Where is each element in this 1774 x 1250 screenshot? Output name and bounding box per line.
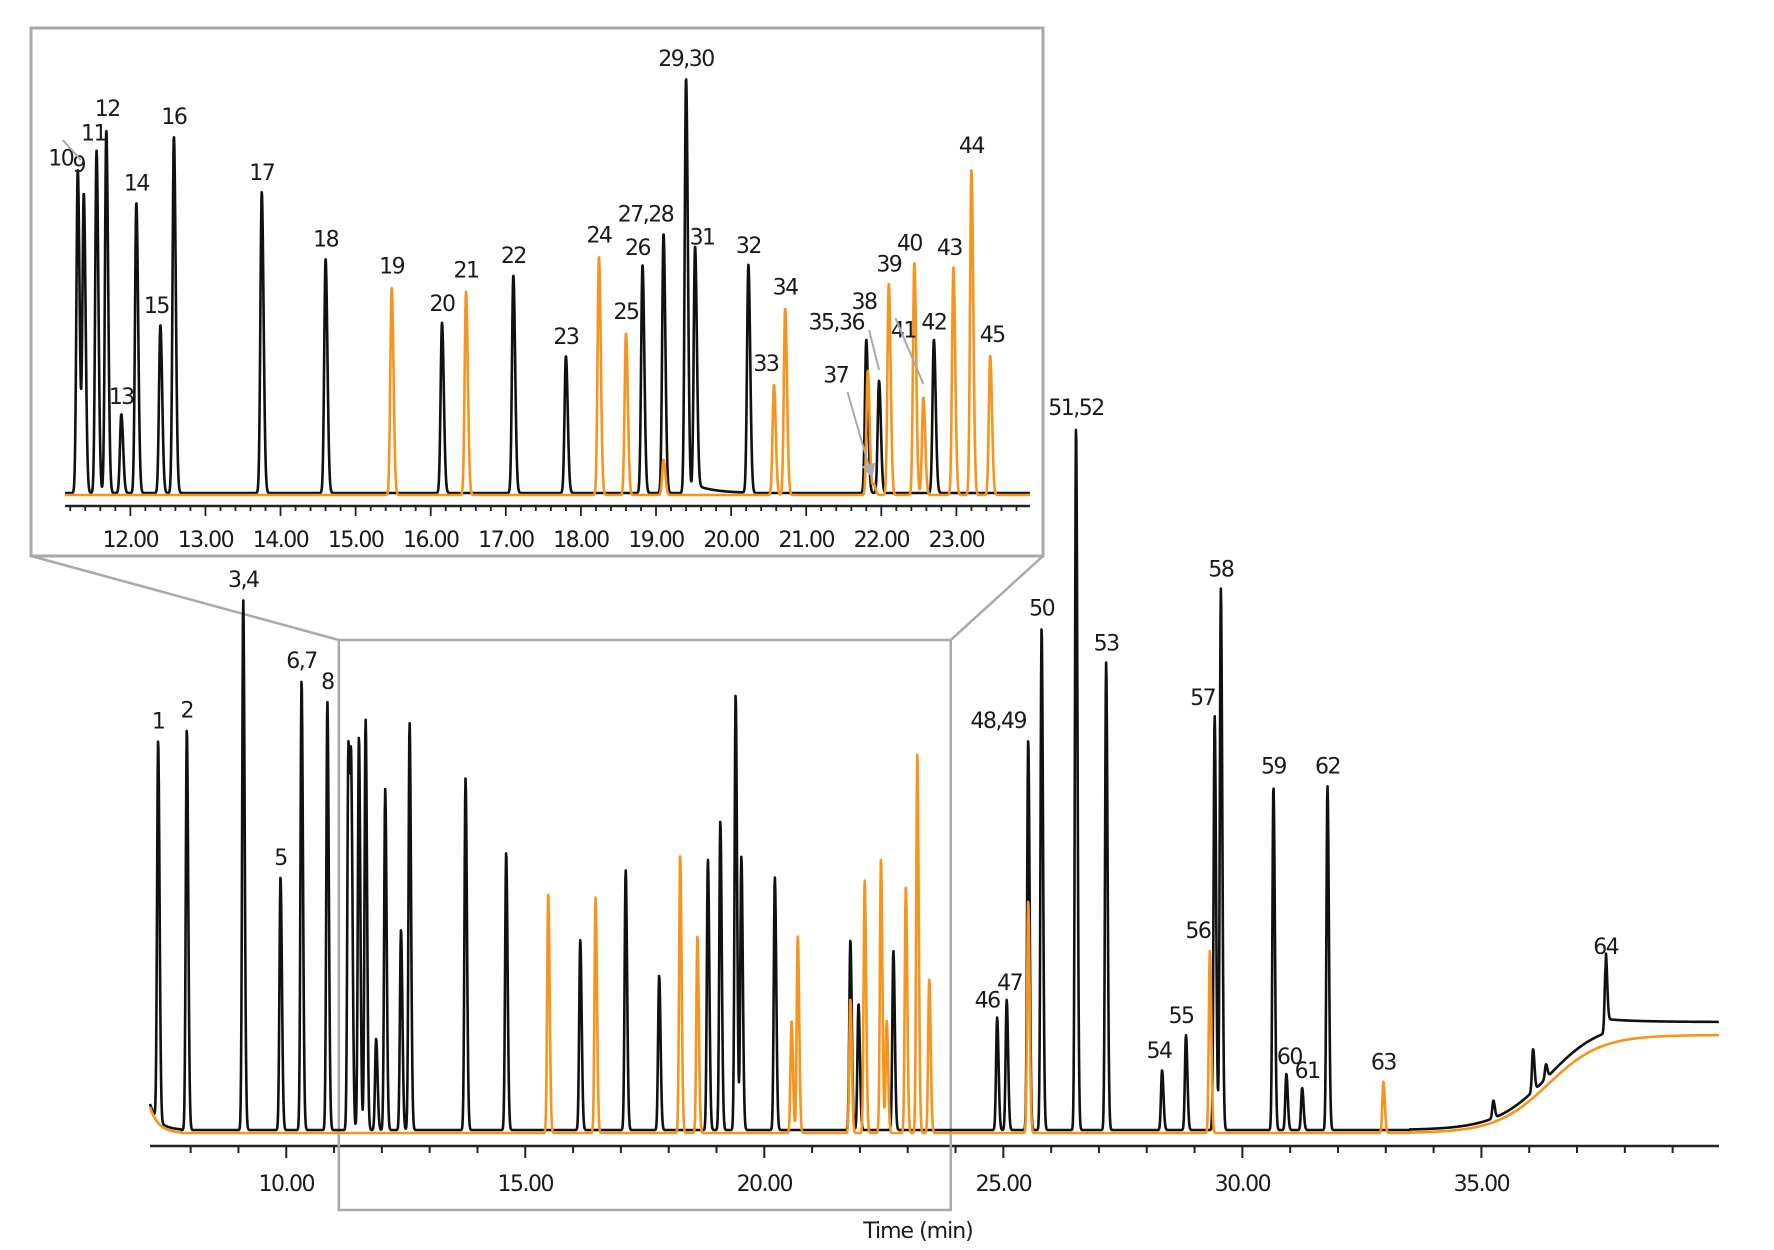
inset-peak-label: 17 xyxy=(249,161,274,186)
main-tick-label: 35.00 xyxy=(1454,1172,1510,1197)
inset-tick-label: 12.00 xyxy=(103,528,159,553)
inset-peak-label: 14 xyxy=(124,172,149,197)
inset-peak-label: 34 xyxy=(773,275,798,300)
main-peak-label: 54 xyxy=(1147,1039,1172,1064)
main-peak-label: 53 xyxy=(1094,632,1119,657)
main-peak-label: 55 xyxy=(1168,1004,1193,1029)
main-peak-label: 48,49 xyxy=(970,709,1026,734)
inset-peak-label: 44 xyxy=(959,134,984,159)
leader-line-10 xyxy=(62,139,82,161)
inset-peak-label: 10 xyxy=(48,146,73,171)
main-peak-label: 63 xyxy=(1371,1051,1396,1076)
inset-tick-label: 22.00 xyxy=(854,528,910,553)
inset-peak-label: 31 xyxy=(690,225,715,250)
inset-peak-label: 11 xyxy=(81,122,106,147)
inset-peak-label: 43 xyxy=(937,236,962,261)
main-peak-label: 47 xyxy=(997,971,1022,996)
inset-frame xyxy=(29,26,1045,558)
main-peak-label: 6,7 xyxy=(286,649,317,674)
leader-arrow-37 xyxy=(846,391,874,479)
inset-peak-label: 25 xyxy=(613,300,638,325)
main-peak-label: 59 xyxy=(1261,755,1286,780)
inset-tick-label: 17.00 xyxy=(478,528,534,553)
callout-line-left xyxy=(30,554,340,642)
inset-peak-label: 9 xyxy=(73,153,86,178)
main-peak-label: 56 xyxy=(1185,919,1210,944)
main-peak-label: 64 xyxy=(1593,935,1618,960)
inset-tick-label: 15.00 xyxy=(328,528,384,553)
zoom-window-box xyxy=(337,638,953,1212)
inset-tick-label: 20.00 xyxy=(703,528,759,553)
inset-peak-label: 29,30 xyxy=(658,47,714,72)
main-tick-label: 15.00 xyxy=(498,1172,554,1197)
main-peak-label: 61 xyxy=(1295,1059,1320,1084)
inset-peak-label: 12 xyxy=(95,97,120,122)
callout-line-right xyxy=(949,555,1044,641)
inset-tick-label: 13.00 xyxy=(178,528,234,553)
main-peak-label: 8 xyxy=(321,670,334,695)
inset-peak-label: 21 xyxy=(454,259,479,284)
main-peak-label: 50 xyxy=(1029,596,1054,621)
main-traces xyxy=(148,428,1720,1135)
main-peak-label: 62 xyxy=(1315,755,1340,780)
main-tick-label: 10.00 xyxy=(259,1172,315,1197)
inset-peak-label: 15 xyxy=(144,294,169,319)
inset-peak-label: 45 xyxy=(980,323,1005,348)
inset-peak-label: 37 xyxy=(823,364,848,389)
inset-peak-label: 32 xyxy=(736,234,761,259)
main-peak-label: 57 xyxy=(1190,686,1215,711)
inset-peak-label: 39 xyxy=(876,252,901,277)
zoom-callout xyxy=(30,554,1044,1212)
main-peak-label: 51,52 xyxy=(1048,396,1103,421)
main-tick-label: 20.00 xyxy=(737,1172,793,1197)
main-peak-label: 5 xyxy=(274,846,287,871)
main-trace-orange xyxy=(148,753,1720,1135)
inset-tick-label: 21.00 xyxy=(778,528,834,553)
inset-peak-label: 18 xyxy=(313,228,338,253)
inset-peak-label: 19 xyxy=(379,255,404,280)
leader-line-38 xyxy=(868,329,881,371)
inset-peak-label: 26 xyxy=(625,236,650,261)
inset-peak-label: 42 xyxy=(921,310,946,335)
inset-peak-label: 41 xyxy=(891,318,916,343)
inset-peak-label: 16 xyxy=(161,105,186,130)
main-peak-label: 1 xyxy=(152,709,165,734)
leader-line-41 xyxy=(894,317,925,385)
inset-peak-label: 35,36 xyxy=(809,310,865,335)
inset-trace-orange xyxy=(64,169,1031,497)
inset-peak-label: 23 xyxy=(553,325,578,350)
inset-tick-label: 16.00 xyxy=(403,528,459,553)
inset-peak-label: 22 xyxy=(501,244,526,269)
inset-peak-label: 27,28 xyxy=(618,203,674,228)
inset-x-axis: 12.00 13.00 14.00 15.00 16.00 17.00 18.00 19.00… xyxy=(65,504,1030,553)
x-axis-title: Time (min) xyxy=(862,1219,973,1244)
inset-tick-label: 23.00 xyxy=(929,528,985,553)
inset-peak-label: 13 xyxy=(109,385,134,410)
main-tick-label: 25.00 xyxy=(976,1172,1032,1197)
main-tick-label: 30.00 xyxy=(1215,1172,1271,1197)
inset-peak-label: 20 xyxy=(429,292,454,317)
main-x-axis: 10.00 15.00 20.00 25.00 30.00 35.00 xyxy=(150,1144,1719,1197)
inset-box xyxy=(29,26,1045,558)
inset-tick-label: 18.00 xyxy=(553,528,609,553)
inset-tick-label: 19.00 xyxy=(628,528,684,553)
inset-tick-label: 14.00 xyxy=(253,528,309,553)
main-peak-label: 46 xyxy=(975,989,1000,1014)
inset-peak-label: 40 xyxy=(897,232,922,257)
main-peak-label: 60 xyxy=(1277,1045,1302,1070)
peak-labels: 10 91112131415161718192021222324252627,28… xyxy=(48,47,1620,1084)
main-peak-label: 58 xyxy=(1208,558,1233,583)
leader-arrow-37-head xyxy=(861,462,876,478)
inset-traces xyxy=(64,78,1031,497)
main-peak-label: 3,4 xyxy=(228,568,259,593)
inset-peak-label: 38 xyxy=(852,290,877,315)
main-peak-label: 2 xyxy=(181,698,194,723)
inset-peak-label: 33 xyxy=(753,352,778,377)
inset-peak-label: 24 xyxy=(586,223,611,248)
